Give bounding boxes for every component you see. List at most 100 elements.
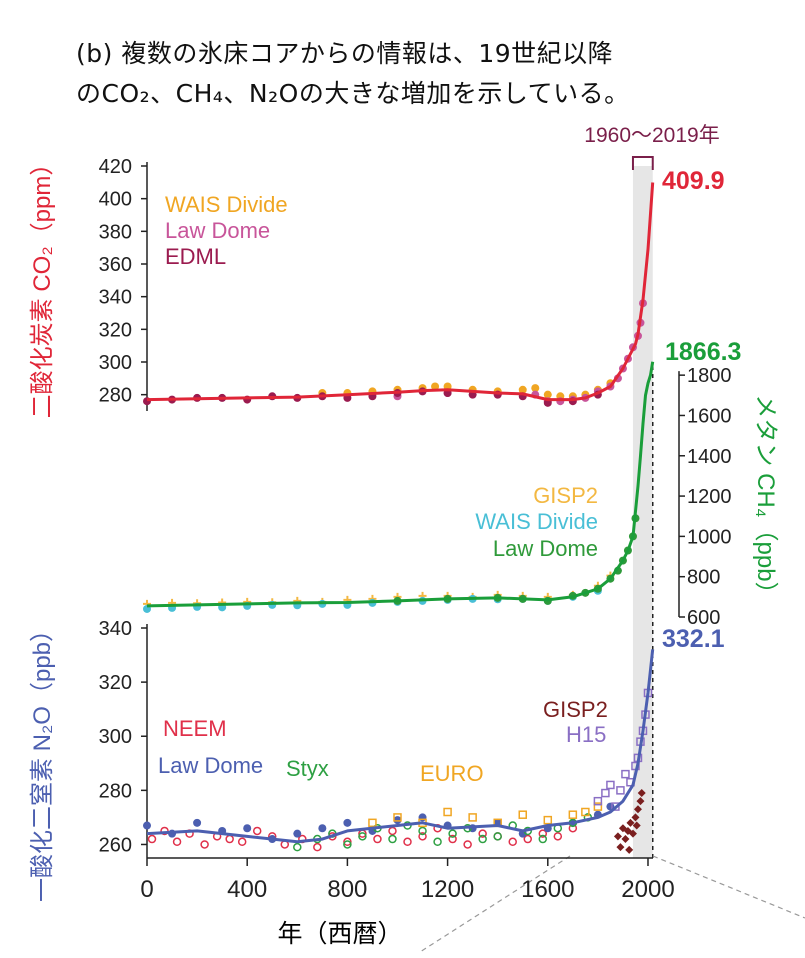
n2o-point-neem <box>463 840 472 849</box>
n2o-point-neem <box>343 837 352 847</box>
n2o-point-gisp2 <box>625 845 634 854</box>
x-tick-label: 0 <box>140 876 153 903</box>
n2o-point-neem <box>252 826 262 836</box>
ch4-y-tick-label: 1800 <box>687 365 732 387</box>
n2o-point-neem <box>373 834 382 844</box>
n2o-point-law-dome <box>143 821 151 830</box>
n2o-point-styx <box>343 840 352 849</box>
n2o-point-euro <box>368 818 377 828</box>
n2o-point-law-dome <box>293 829 302 838</box>
n2o-point-law-dome <box>343 818 352 827</box>
co2-y-tick-label: 420 <box>99 156 132 178</box>
n2o-series-group <box>143 649 655 854</box>
ch4-legend-gisp2: GISP2 <box>533 483 598 508</box>
n2o-point-law-dome <box>193 818 202 827</box>
figure-title-line-1: (b) 複数の氷床コアからの情報は、19世紀以降 <box>76 39 614 68</box>
n2o-point-neem <box>147 834 157 844</box>
ch4-legend-lawdome: Law Dome <box>493 536 598 561</box>
n2o-point-neem <box>448 834 457 844</box>
n2o-point-neem <box>160 826 169 836</box>
n2o-point-styx <box>538 834 548 844</box>
co2-y-axis: 280 300 320 340 360 380 400 420 <box>99 156 148 411</box>
n2o-point-neem <box>478 829 487 838</box>
x-tick-label: 800 <box>327 876 367 903</box>
n2o-point-styx <box>448 829 457 838</box>
co2-axis-title: 二酸化炭素 CO₂（ppm） <box>29 152 56 419</box>
n2o-point-gisp2 <box>626 818 635 827</box>
n2o-y-tick-label: 300 <box>99 726 132 748</box>
ch4-y-tick-label: 800 <box>687 567 720 589</box>
co2-y-tick-label: 380 <box>99 221 132 243</box>
n2o-point-gisp2 <box>616 843 625 852</box>
co2-legend-wais: WAIS Divide <box>165 192 288 217</box>
ch4-trend-line <box>146 361 655 608</box>
n2o-point-law-dome <box>243 824 252 833</box>
ch4-series-group <box>143 361 655 613</box>
co2-y-tick-label: 360 <box>99 254 132 276</box>
figure-title-line-2: のCO₂、CH₄、N₂Oの大きな増加を示している。 <box>76 79 630 108</box>
n2o-point-styx <box>478 834 487 844</box>
co2-point-wais-divide <box>543 390 552 399</box>
n2o-point-neem <box>508 837 517 847</box>
x-axis-title: 年（西暦） <box>277 920 402 948</box>
n2o-y-tick-label: 340 <box>99 618 132 640</box>
n2o-point-gisp2 <box>631 813 640 822</box>
zoom-guide-right <box>652 855 805 919</box>
n2o-point-neem <box>538 829 548 838</box>
n2o-point-h15 <box>593 796 603 806</box>
co2-legend-lawdome: Law Dome <box>165 218 270 243</box>
ch4-legend-wais: WAIS Divide <box>475 509 598 534</box>
n2o-point-styx <box>433 837 442 847</box>
co2-point-wais-divide <box>531 384 540 393</box>
n2o-latest-value: 332.1 <box>662 625 725 653</box>
ch4-y-tick-label: 600 <box>687 607 720 629</box>
n2o-legend-styx: Styx <box>286 756 329 781</box>
n2o-point-neem <box>553 832 563 841</box>
x-tick-label: 1600 <box>521 876 574 903</box>
n2o-point-gisp2 <box>621 835 630 844</box>
n2o-point-law-dome <box>393 816 402 825</box>
n2o-point-neem <box>313 842 322 852</box>
x-axis: 0 400 800 1200 1600 2000 <box>140 857 675 903</box>
n2o-point-h15 <box>606 780 615 790</box>
period-label: 1960〜2019年 <box>584 124 719 147</box>
n2o-point-gisp2 <box>637 789 646 798</box>
n2o-legend-lawdome: Law Dome <box>158 753 263 778</box>
n2o-point-gisp2 <box>636 797 645 806</box>
n2o-point-euro <box>581 807 590 817</box>
co2-y-tick-label: 280 <box>99 385 132 407</box>
n2o-point-euro <box>543 815 553 825</box>
n2o-y-tick-label: 320 <box>99 672 132 694</box>
n2o-y-axis: 260 280 300 320 340 <box>99 618 148 858</box>
n2o-point-neem <box>237 837 247 847</box>
n2o-point-neem <box>418 832 427 841</box>
n2o-point-euro <box>518 810 527 819</box>
n2o-point-neem <box>200 840 209 849</box>
n2o-point-styx <box>388 834 397 844</box>
n2o-legend-euro: EURO <box>420 761 484 786</box>
x-tick-label: 2000 <box>621 876 674 903</box>
ch4-y-tick-label: 1000 <box>687 526 732 548</box>
n2o-point-euro <box>468 813 477 822</box>
n2o-point-law-dome <box>318 824 327 833</box>
ch4-y-tick-label: 1200 <box>687 486 732 508</box>
n2o-point-neem <box>523 834 533 844</box>
x-tick-label: 400 <box>227 876 267 903</box>
ch4-y-tick-label: 1600 <box>687 405 732 427</box>
n2o-legend-neem: NEEM <box>163 716 227 741</box>
n2o-point-styx <box>493 832 502 841</box>
ch4-axis-title: メタン CH₄（ppb） <box>752 394 779 605</box>
n2o-point-styx <box>293 842 302 852</box>
n2o-point-euro <box>568 810 578 819</box>
co2-latest-value: 409.9 <box>662 167 725 195</box>
n2o-point-gisp2 <box>613 832 622 841</box>
zoom-guide-left <box>419 855 571 953</box>
n2o-point-styx <box>358 832 367 841</box>
n2o-point-styx <box>418 826 427 836</box>
x-tick-label: 1200 <box>421 876 474 903</box>
n2o-legend-h15: H15 <box>566 722 606 747</box>
